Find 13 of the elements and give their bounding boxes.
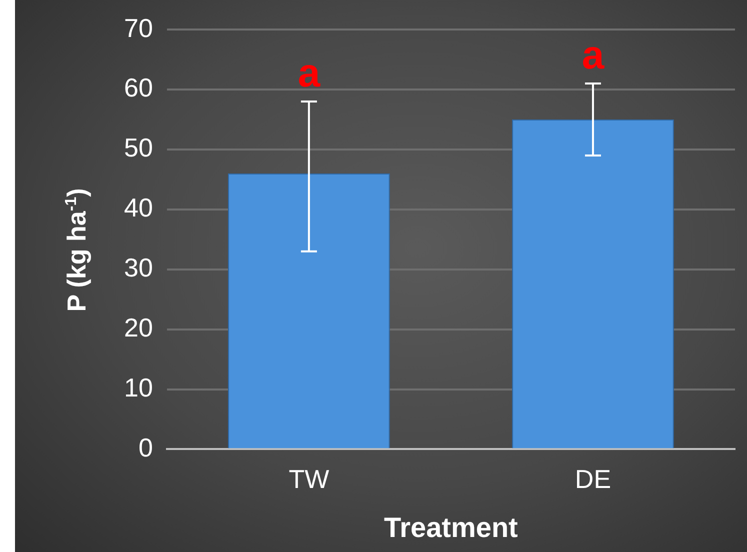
x-axis-title: Treatment <box>384 512 518 543</box>
annotation: a <box>298 52 321 96</box>
y-tick-label: 50 <box>124 132 153 163</box>
annotation: a <box>582 34 605 78</box>
y-tick-label: 0 <box>138 432 153 462</box>
x-tick-label: TW <box>288 464 330 494</box>
y-tick-label: 70 <box>124 12 153 43</box>
y-tick-label: 20 <box>124 312 153 342</box>
y-tick-label: 30 <box>124 252 153 283</box>
y-tick-label: 60 <box>124 72 153 103</box>
y-tick-label: 10 <box>124 372 153 402</box>
y-tick-label: 40 <box>124 192 153 223</box>
x-tick-label: DE <box>574 464 612 494</box>
